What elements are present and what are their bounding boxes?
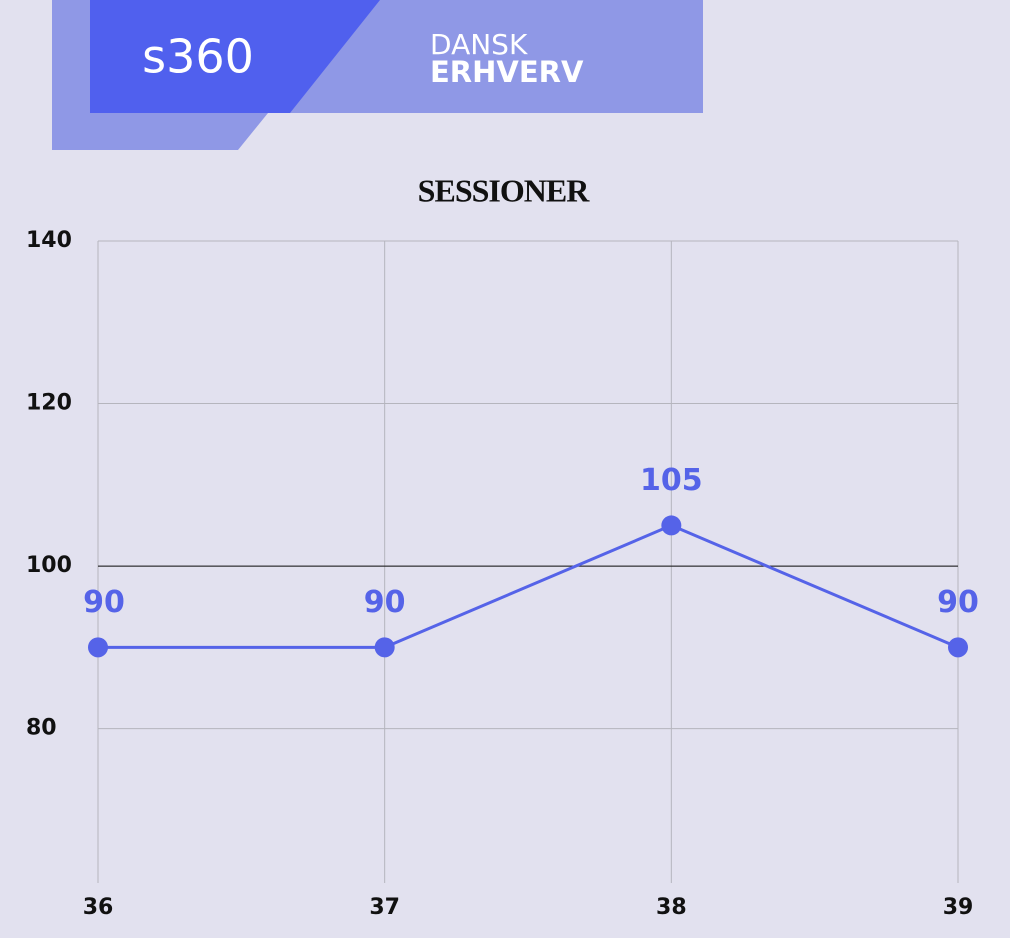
x-tick-label: 38 [656, 895, 687, 920]
data-label: 105 [640, 463, 703, 498]
y-tick-label: 100 [26, 553, 72, 578]
x-tick-label: 39 [943, 895, 974, 920]
data-point [88, 637, 108, 658]
data-label: 90 [83, 585, 125, 620]
x-tick-label: 37 [369, 895, 400, 920]
logo-partner-top: DANSK [430, 28, 528, 61]
y-tick-label: 80 [26, 716, 57, 741]
logo-brand-panel [90, 0, 380, 113]
y-tick-label: 140 [26, 228, 72, 253]
y-tick-label: 120 [26, 391, 72, 416]
x-tick-label: 36 [83, 895, 114, 920]
chart-title: SESSIONER [418, 172, 591, 208]
data-label: 90 [937, 585, 979, 620]
data-point [948, 637, 968, 658]
data-point [374, 637, 395, 658]
series-line [98, 523, 959, 649]
logo-partner-bottom: ERHVERV [430, 55, 584, 89]
data-label: 90 [364, 585, 406, 620]
data-point [661, 515, 682, 536]
logo-brand: s360 [142, 30, 254, 84]
